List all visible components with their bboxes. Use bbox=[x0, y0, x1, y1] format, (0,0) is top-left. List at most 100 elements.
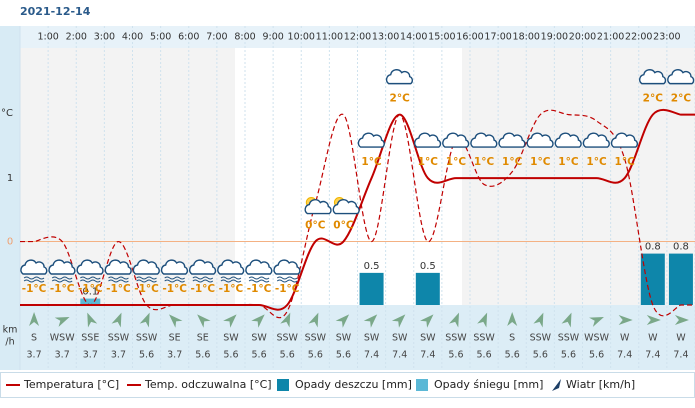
cloud-icon bbox=[48, 259, 76, 275]
hour-label: 8:00 bbox=[234, 32, 255, 43]
hour-label: 14:00 bbox=[400, 32, 427, 43]
wind-arrow bbox=[391, 314, 406, 328]
wind-speed: 5.6 bbox=[223, 350, 238, 361]
wind-arrow bbox=[420, 314, 434, 328]
wind-direction: SSW bbox=[305, 333, 327, 344]
hour-label: 18:00 bbox=[513, 32, 540, 43]
wind-arrow bbox=[335, 314, 350, 328]
y-tick-label: 0 bbox=[7, 237, 13, 248]
fog-icon bbox=[51, 276, 73, 280]
fog-icon bbox=[192, 276, 214, 280]
wind-arrow bbox=[139, 312, 150, 328]
fog-icon bbox=[276, 276, 298, 280]
cloud-icon bbox=[132, 259, 160, 275]
precip-bar bbox=[640, 253, 665, 305]
wind-unit: km bbox=[3, 325, 18, 336]
weather-icon bbox=[357, 132, 385, 148]
wind-speed: 7.4 bbox=[645, 350, 660, 361]
temp-label: 1°C bbox=[418, 156, 439, 168]
wind-speed: 3.7 bbox=[27, 350, 42, 361]
wind-arrow bbox=[223, 314, 237, 328]
wind-arrow bbox=[197, 314, 211, 328]
temp-label: 1°C bbox=[586, 156, 607, 168]
legend-label: Opady deszczu [mm] bbox=[295, 378, 412, 391]
cloud-icon bbox=[498, 132, 526, 148]
hour-label: 23:00 bbox=[653, 32, 680, 43]
precip-bar bbox=[415, 272, 440, 305]
legend-swatch bbox=[416, 379, 428, 391]
temp-label: -1°C bbox=[134, 283, 159, 295]
hour-label: 11:00 bbox=[316, 32, 343, 43]
wind-direction: SSW bbox=[276, 333, 298, 344]
precip-bar bbox=[668, 253, 693, 305]
temp-label: -1°C bbox=[191, 283, 216, 295]
feels-like-line bbox=[20, 109, 695, 319]
weather-icon bbox=[582, 132, 610, 148]
cloud-icon bbox=[245, 259, 273, 275]
temp-label: 0°C bbox=[333, 220, 354, 232]
precip-bar bbox=[80, 298, 101, 305]
wind-speed: 5.6 bbox=[280, 350, 295, 361]
weather-icon bbox=[189, 259, 217, 283]
wind-speed: 5.6 bbox=[448, 350, 463, 361]
fog-icon bbox=[192, 279, 214, 283]
hour-label: 5:00 bbox=[150, 32, 171, 43]
fog-icon bbox=[51, 279, 73, 283]
legend-box bbox=[0, 372, 695, 398]
wind-direction: SW bbox=[364, 333, 380, 344]
wind-arrow bbox=[618, 315, 633, 326]
wind-speed: 3.7 bbox=[83, 350, 98, 361]
weather-icon bbox=[304, 197, 332, 215]
wind-arrow bbox=[111, 312, 122, 328]
weather-icon bbox=[414, 132, 442, 148]
wind-arrow bbox=[251, 314, 265, 328]
wind-speed: 5.6 bbox=[195, 350, 210, 361]
wind-speed: 7.4 bbox=[420, 350, 435, 361]
hour-label: 12:00 bbox=[344, 32, 371, 43]
wind-arrow bbox=[646, 315, 661, 326]
fog-icon bbox=[80, 276, 101, 280]
weather-icon bbox=[385, 69, 413, 85]
wind-arrow bbox=[54, 316, 70, 327]
wind-arrow bbox=[449, 312, 459, 328]
weather-icon bbox=[442, 132, 470, 148]
cloud-icon bbox=[304, 199, 332, 215]
fog-icon bbox=[276, 279, 298, 283]
weather-icon bbox=[48, 259, 76, 283]
weather-icon bbox=[332, 197, 360, 215]
temp-label: 2°C bbox=[390, 93, 411, 105]
fog-icon bbox=[80, 279, 101, 283]
cloud-icon bbox=[610, 132, 638, 148]
wind-arrow bbox=[169, 314, 183, 328]
wind-direction: SW bbox=[223, 333, 239, 344]
weather-icon bbox=[245, 259, 273, 283]
cloud-icon bbox=[332, 199, 360, 215]
cloud-icon bbox=[160, 259, 188, 275]
wind-arrow bbox=[674, 315, 689, 326]
cloud-icon bbox=[470, 132, 498, 148]
hour-label: 16:00 bbox=[456, 32, 483, 43]
precip-label: 0.5 bbox=[420, 261, 436, 272]
legend-swatch bbox=[552, 379, 561, 391]
hour-label: 10:00 bbox=[288, 32, 315, 43]
temp-label: -1°C bbox=[247, 283, 272, 295]
wind-direction: SSW bbox=[136, 333, 158, 344]
fog-icon bbox=[248, 279, 270, 283]
wind-direction: S bbox=[509, 333, 515, 344]
wind-arrow bbox=[507, 312, 518, 326]
wind-direction: SW bbox=[392, 333, 408, 344]
wind-direction: SE bbox=[169, 333, 181, 344]
wind-arrow bbox=[561, 312, 572, 328]
cloud-icon bbox=[217, 259, 245, 275]
legend-swatch bbox=[277, 379, 289, 391]
wind-speed: 5.6 bbox=[139, 350, 154, 361]
hour-label: 4:00 bbox=[122, 32, 143, 43]
weather-icon bbox=[667, 69, 695, 85]
weather-icon bbox=[20, 259, 48, 283]
fog-icon bbox=[220, 279, 242, 283]
temp-label: -1°C bbox=[275, 283, 300, 295]
hour-label: 17:00 bbox=[484, 32, 511, 43]
wind-direction: SSW bbox=[473, 333, 495, 344]
temperature-line bbox=[20, 108, 695, 311]
